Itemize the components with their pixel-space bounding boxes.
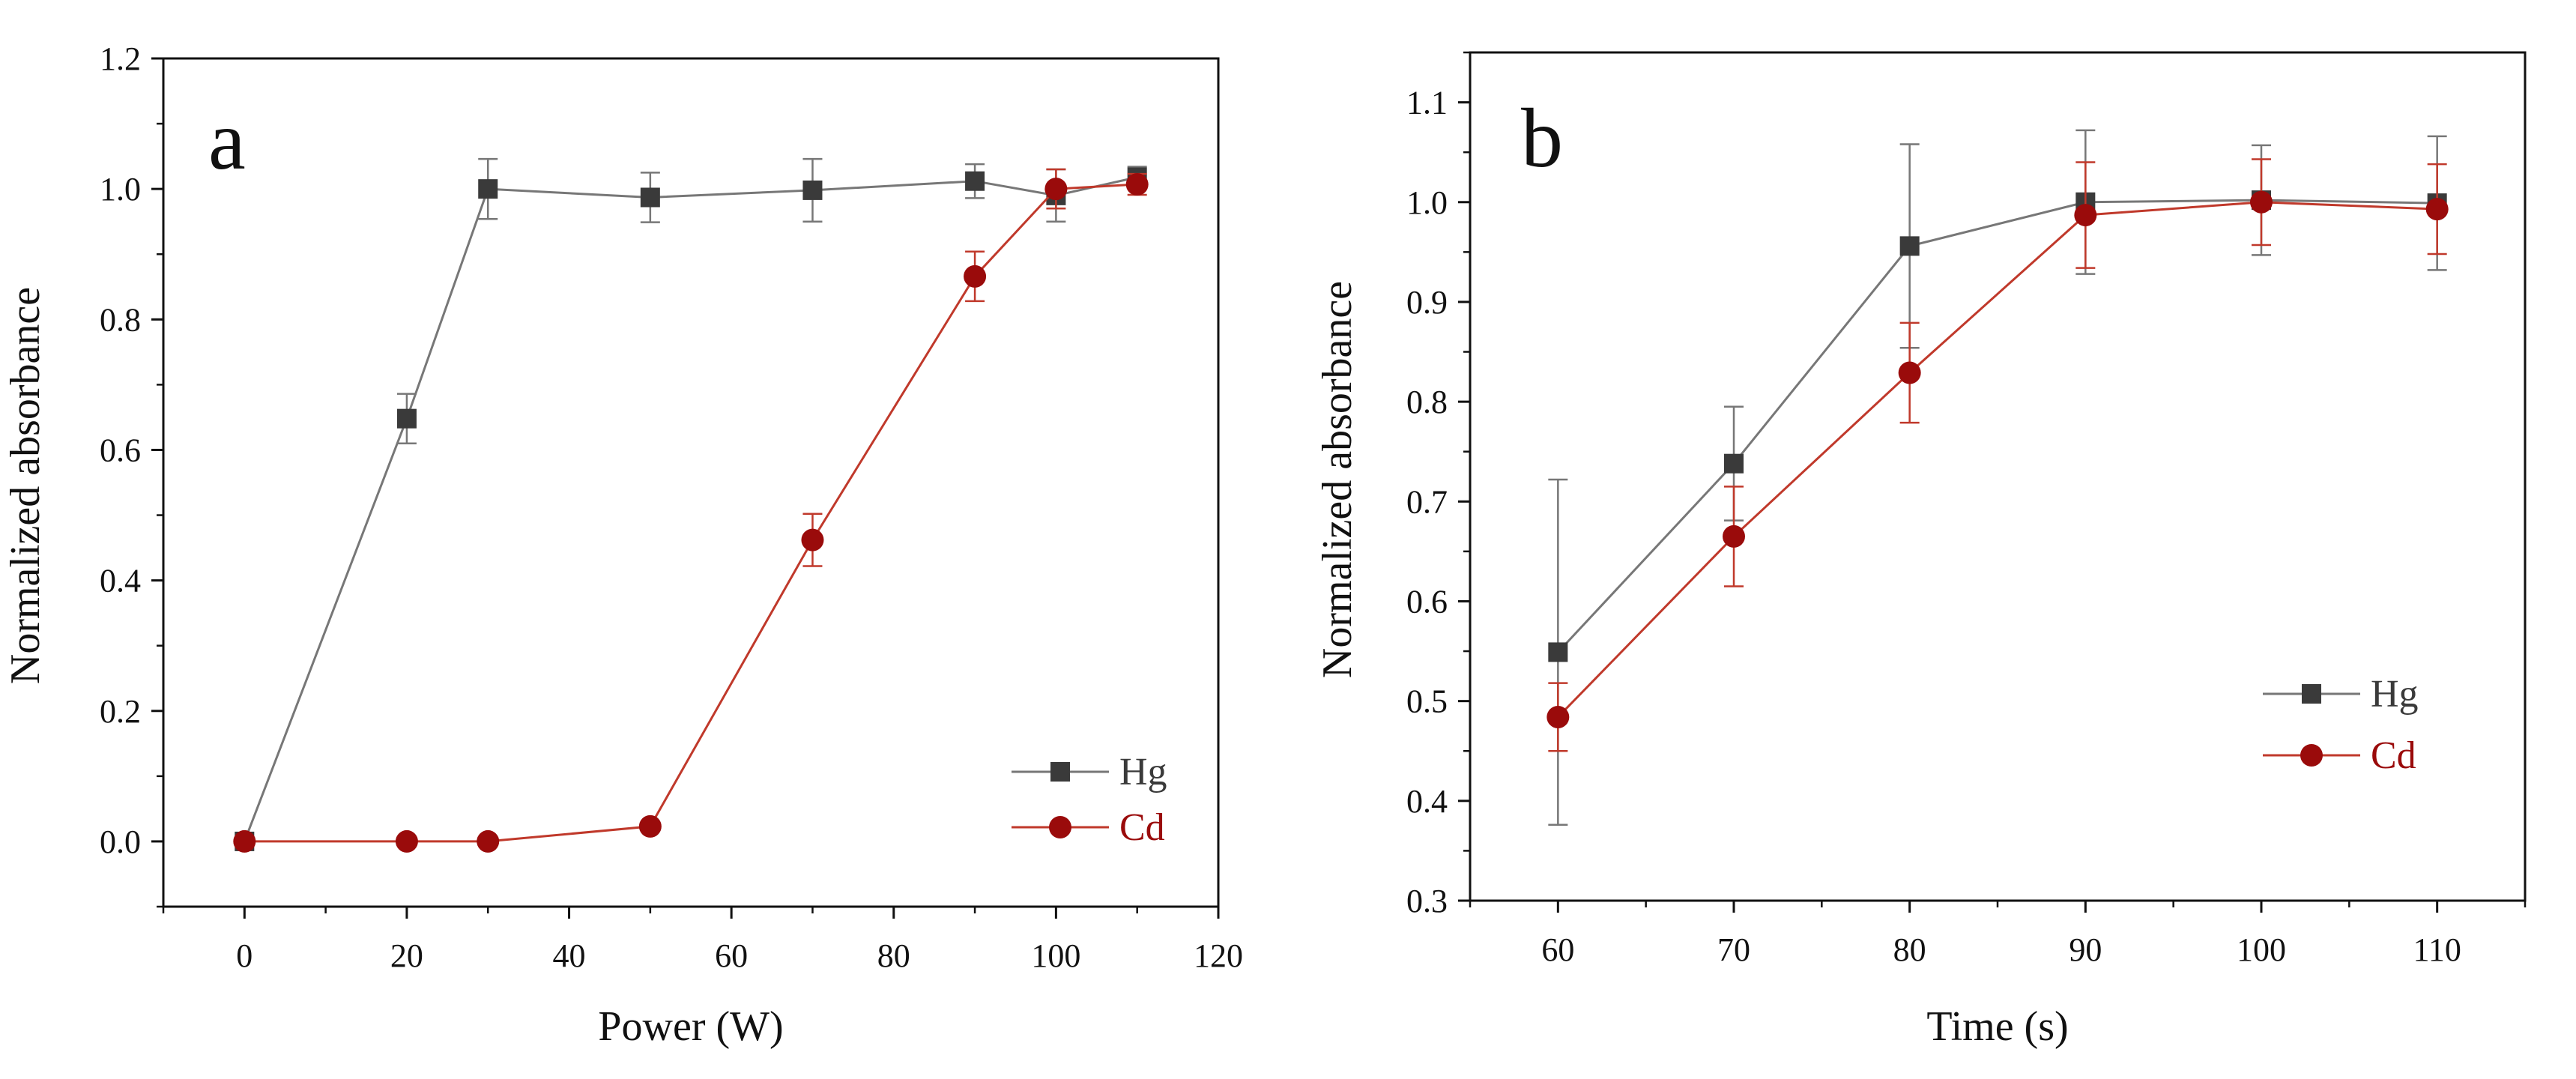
data-point	[1898, 361, 1921, 384]
y-tick-label: 1.0	[100, 171, 141, 208]
data-point	[233, 829, 256, 853]
y-tick-label: 0.2	[100, 693, 141, 730]
x-axis-title: Time (s)	[1926, 1003, 2068, 1050]
legend-label: Cd	[1119, 806, 1165, 849]
legend: Hg Cd	[1012, 751, 1167, 849]
panel-letter: b	[1521, 92, 1563, 185]
y-tick-label: 0.6	[1406, 583, 1448, 620]
y-tick-label: 0.5	[1406, 683, 1448, 720]
series-cd	[233, 168, 1149, 853]
y-tick-label: 0.8	[1406, 384, 1448, 420]
x-tick-label: 0	[236, 937, 253, 974]
x-tick-label: 120	[1194, 937, 1243, 974]
legend: Hg Cd	[2263, 673, 2419, 777]
data-point	[477, 829, 500, 853]
y-tick-label: 0.4	[100, 563, 141, 599]
legend-marker	[2302, 684, 2321, 704]
plot-frame	[162, 57, 1220, 908]
x-tick-label: 70	[1717, 931, 1750, 968]
x-tick-label: 100	[1031, 937, 1080, 974]
data-point	[395, 829, 418, 853]
series-line	[243, 176, 1138, 842]
y-tick-label: 0.4	[1406, 783, 1448, 820]
y-tick-label: 0.8	[100, 301, 141, 338]
x-tick-label: 80	[1893, 931, 1926, 968]
x-tick-label: 20	[390, 937, 423, 974]
series-line	[1557, 199, 2437, 653]
legend-label: Cd	[2371, 734, 2416, 777]
series-cd	[1546, 158, 2449, 752]
y-tick-label: 0.7	[1406, 483, 1448, 520]
panel-letter: a	[208, 94, 246, 187]
data-point	[640, 187, 660, 208]
x-tick-label: 90	[2069, 931, 2102, 968]
data-point	[2250, 190, 2273, 214]
data-point	[1724, 453, 1744, 474]
x-axis-title: Power (W)	[598, 1003, 783, 1050]
legend-marker	[2300, 744, 2323, 767]
y-tick-label: 0.3	[1406, 883, 1448, 919]
data-point	[2074, 204, 2097, 227]
series-line	[1557, 201, 2437, 719]
chart-panel-b: 60 70 80 90 100 110 0.3 0.4 0.5 0.6 0.7 0.8 0.9 1.0 1.…	[1314, 51, 2527, 1050]
data-point	[801, 528, 824, 551]
y-tick-label: 0.9	[1406, 284, 1448, 321]
y-tick-label: 0.6	[100, 432, 141, 468]
series-hg	[235, 157, 1147, 851]
data-point	[1899, 236, 1920, 256]
x-tick-label: 80	[877, 937, 910, 974]
legend-label: Hg	[2371, 673, 2419, 716]
data-point	[802, 180, 823, 200]
x-tick-label: 100	[2237, 931, 2286, 968]
series-line	[244, 183, 1137, 843]
x-tick-label: 40	[553, 937, 586, 974]
data-point	[1723, 525, 1745, 548]
data-point	[1125, 173, 1149, 196]
y-axis-title: Normalized absorbance	[1314, 281, 1361, 678]
data-point	[1044, 178, 1068, 201]
data-point	[478, 179, 498, 199]
data-point	[965, 171, 985, 191]
x-tick-label: 60	[1541, 931, 1574, 968]
y-tick-label: 0.0	[100, 823, 141, 860]
data-point	[396, 408, 417, 429]
series-hg	[1548, 129, 2447, 826]
x-tick-label: 110	[2413, 931, 2461, 968]
x-tick-label: 60	[715, 937, 748, 974]
y-tick-label: 1.1	[1406, 85, 1448, 121]
data-point	[2425, 198, 2449, 221]
data-point	[1546, 705, 1570, 728]
data-point	[638, 814, 662, 838]
legend-label: Hg	[1119, 751, 1167, 794]
y-tick-label: 1.2	[100, 40, 141, 77]
chart-panel-a: 0 20 40 60 80 100 120 0.0 0.2 0.4 0.6 0.8 1.0 1.2 Powe…	[2, 40, 1243, 1050]
data-point	[964, 265, 987, 288]
legend-marker	[1049, 816, 1071, 838]
legend-marker	[1050, 762, 1070, 782]
data-point	[1548, 642, 1568, 662]
plot-frame	[1469, 51, 2527, 902]
y-tick-label: 1.0	[1406, 184, 1448, 221]
y-axis-title: Normalized absorbance	[2, 287, 49, 684]
